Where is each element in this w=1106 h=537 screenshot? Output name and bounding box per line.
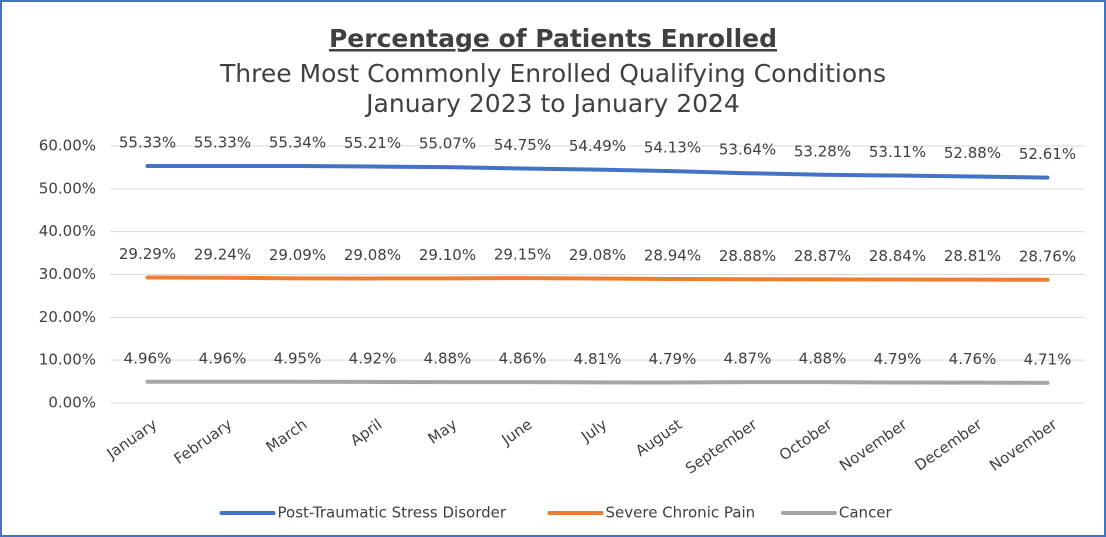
y-tick-label: 0.00% [48, 394, 96, 412]
data-label: 4.95% [274, 349, 322, 367]
y-tick-label: 40.00% [39, 222, 96, 240]
data-label: 55.07% [419, 135, 476, 153]
data-label: 29.15% [494, 246, 551, 264]
data-label: 4.81% [574, 350, 622, 368]
legend-label: Post-Traumatic Stress Disorder [278, 504, 507, 522]
data-label: 28.88% [719, 247, 776, 265]
y-tick-label: 30.00% [39, 265, 96, 283]
y-tick-label: 20.00% [39, 308, 96, 326]
data-label: 54.49% [569, 137, 626, 155]
data-label: 53.64% [719, 141, 776, 159]
data-label: 4.86% [499, 350, 547, 368]
data-label: 28.81% [944, 247, 1001, 265]
data-label: 55.33% [119, 134, 176, 152]
data-label: 4.71% [1024, 350, 1072, 368]
data-label: 4.88% [424, 350, 472, 368]
y-tick-label: 60.00% [39, 137, 96, 155]
data-label: 4.96% [199, 349, 247, 367]
series-line [145, 379, 1050, 385]
data-label: 52.61% [1019, 145, 1076, 163]
data-label: 29.09% [269, 246, 326, 264]
data-label: 28.76% [1019, 247, 1076, 265]
data-label: 53.28% [794, 142, 851, 160]
data-label: 4.87% [724, 350, 772, 368]
data-label: 55.34% [269, 133, 326, 151]
legend-label: Severe Chronic Pain [606, 504, 756, 522]
series-line [145, 163, 1050, 180]
data-label: 4.92% [349, 349, 397, 367]
data-label: 53.11% [869, 143, 926, 161]
data-label: 29.29% [119, 245, 176, 263]
data-label: 55.21% [344, 134, 401, 152]
chart-subtitle: Three Most Commonly Enrolled Qualifying … [219, 59, 886, 88]
data-label: 4.88% [799, 350, 847, 368]
chart-subtitle: January 2023 to January 2024 [364, 89, 740, 118]
data-label: 28.84% [869, 247, 926, 265]
data-label: 4.79% [649, 350, 697, 368]
y-tick-label: 10.00% [39, 351, 96, 369]
data-label: 29.08% [569, 246, 626, 264]
data-label: 55.33% [194, 134, 251, 152]
data-label: 4.79% [874, 350, 922, 368]
data-label: 4.96% [124, 349, 172, 367]
data-label: 29.24% [194, 245, 251, 263]
data-label: 54.75% [494, 136, 551, 154]
series-line [145, 275, 1050, 282]
data-label: 28.94% [644, 247, 701, 265]
data-label: 28.87% [794, 247, 851, 265]
data-label: 52.88% [944, 144, 1001, 162]
chart-title: Percentage of Patients Enrolled [329, 24, 777, 53]
data-label: 4.76% [949, 350, 997, 368]
data-label: 54.13% [644, 139, 701, 157]
data-label: 29.10% [419, 246, 476, 264]
y-tick-label: 50.00% [39, 179, 96, 197]
data-label: 29.08% [344, 246, 401, 264]
legend-label: Cancer [839, 504, 893, 522]
